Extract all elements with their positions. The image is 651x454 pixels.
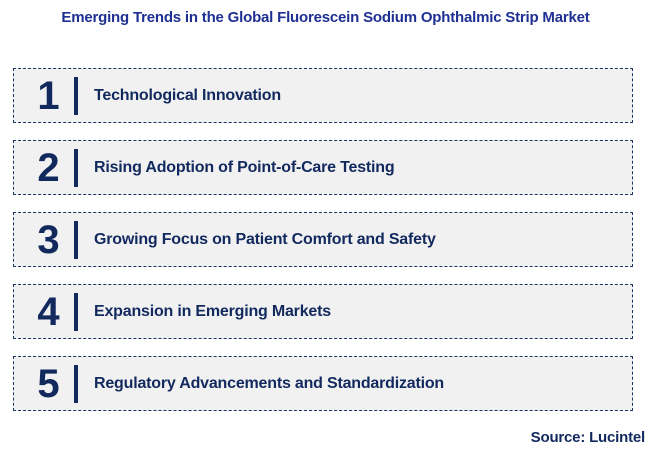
trend-label: Expansion in Emerging Markets bbox=[94, 302, 331, 320]
trend-item: 4 Expansion in Emerging Markets bbox=[13, 284, 633, 339]
divider-bar bbox=[74, 292, 78, 331]
trend-label: Technological Innovation bbox=[94, 86, 281, 104]
source-label: Source: Lucintel bbox=[530, 429, 646, 446]
trend-number: 2 bbox=[37, 145, 59, 190]
trend-label: Rising Adoption of Point-of-Care Testing bbox=[94, 158, 395, 176]
trend-label: Growing Focus on Patient Comfort and Saf… bbox=[94, 230, 436, 248]
trend-item: 2 Rising Adoption of Point-of-Care Testi… bbox=[13, 140, 633, 195]
divider-bar bbox=[74, 76, 78, 115]
trend-list: 1 Technological Innovation 2 Rising Adop… bbox=[13, 68, 633, 411]
trend-number: 5 bbox=[37, 361, 59, 406]
page-title: Emerging Trends in the Global Fluorescei… bbox=[61, 9, 590, 26]
trend-number: 1 bbox=[37, 73, 59, 118]
trend-item: 1 Technological Innovation bbox=[13, 68, 633, 123]
trend-label: Regulatory Advancements and Standardizat… bbox=[94, 374, 444, 392]
trend-item: 5 Regulatory Advancements and Standardiz… bbox=[13, 356, 633, 411]
trend-number: 4 bbox=[37, 289, 59, 334]
divider-bar bbox=[74, 364, 78, 403]
divider-bar bbox=[74, 220, 78, 259]
trend-number: 3 bbox=[37, 217, 59, 262]
trend-item: 3 Growing Focus on Patient Comfort and S… bbox=[13, 212, 633, 267]
divider-bar bbox=[74, 148, 78, 187]
